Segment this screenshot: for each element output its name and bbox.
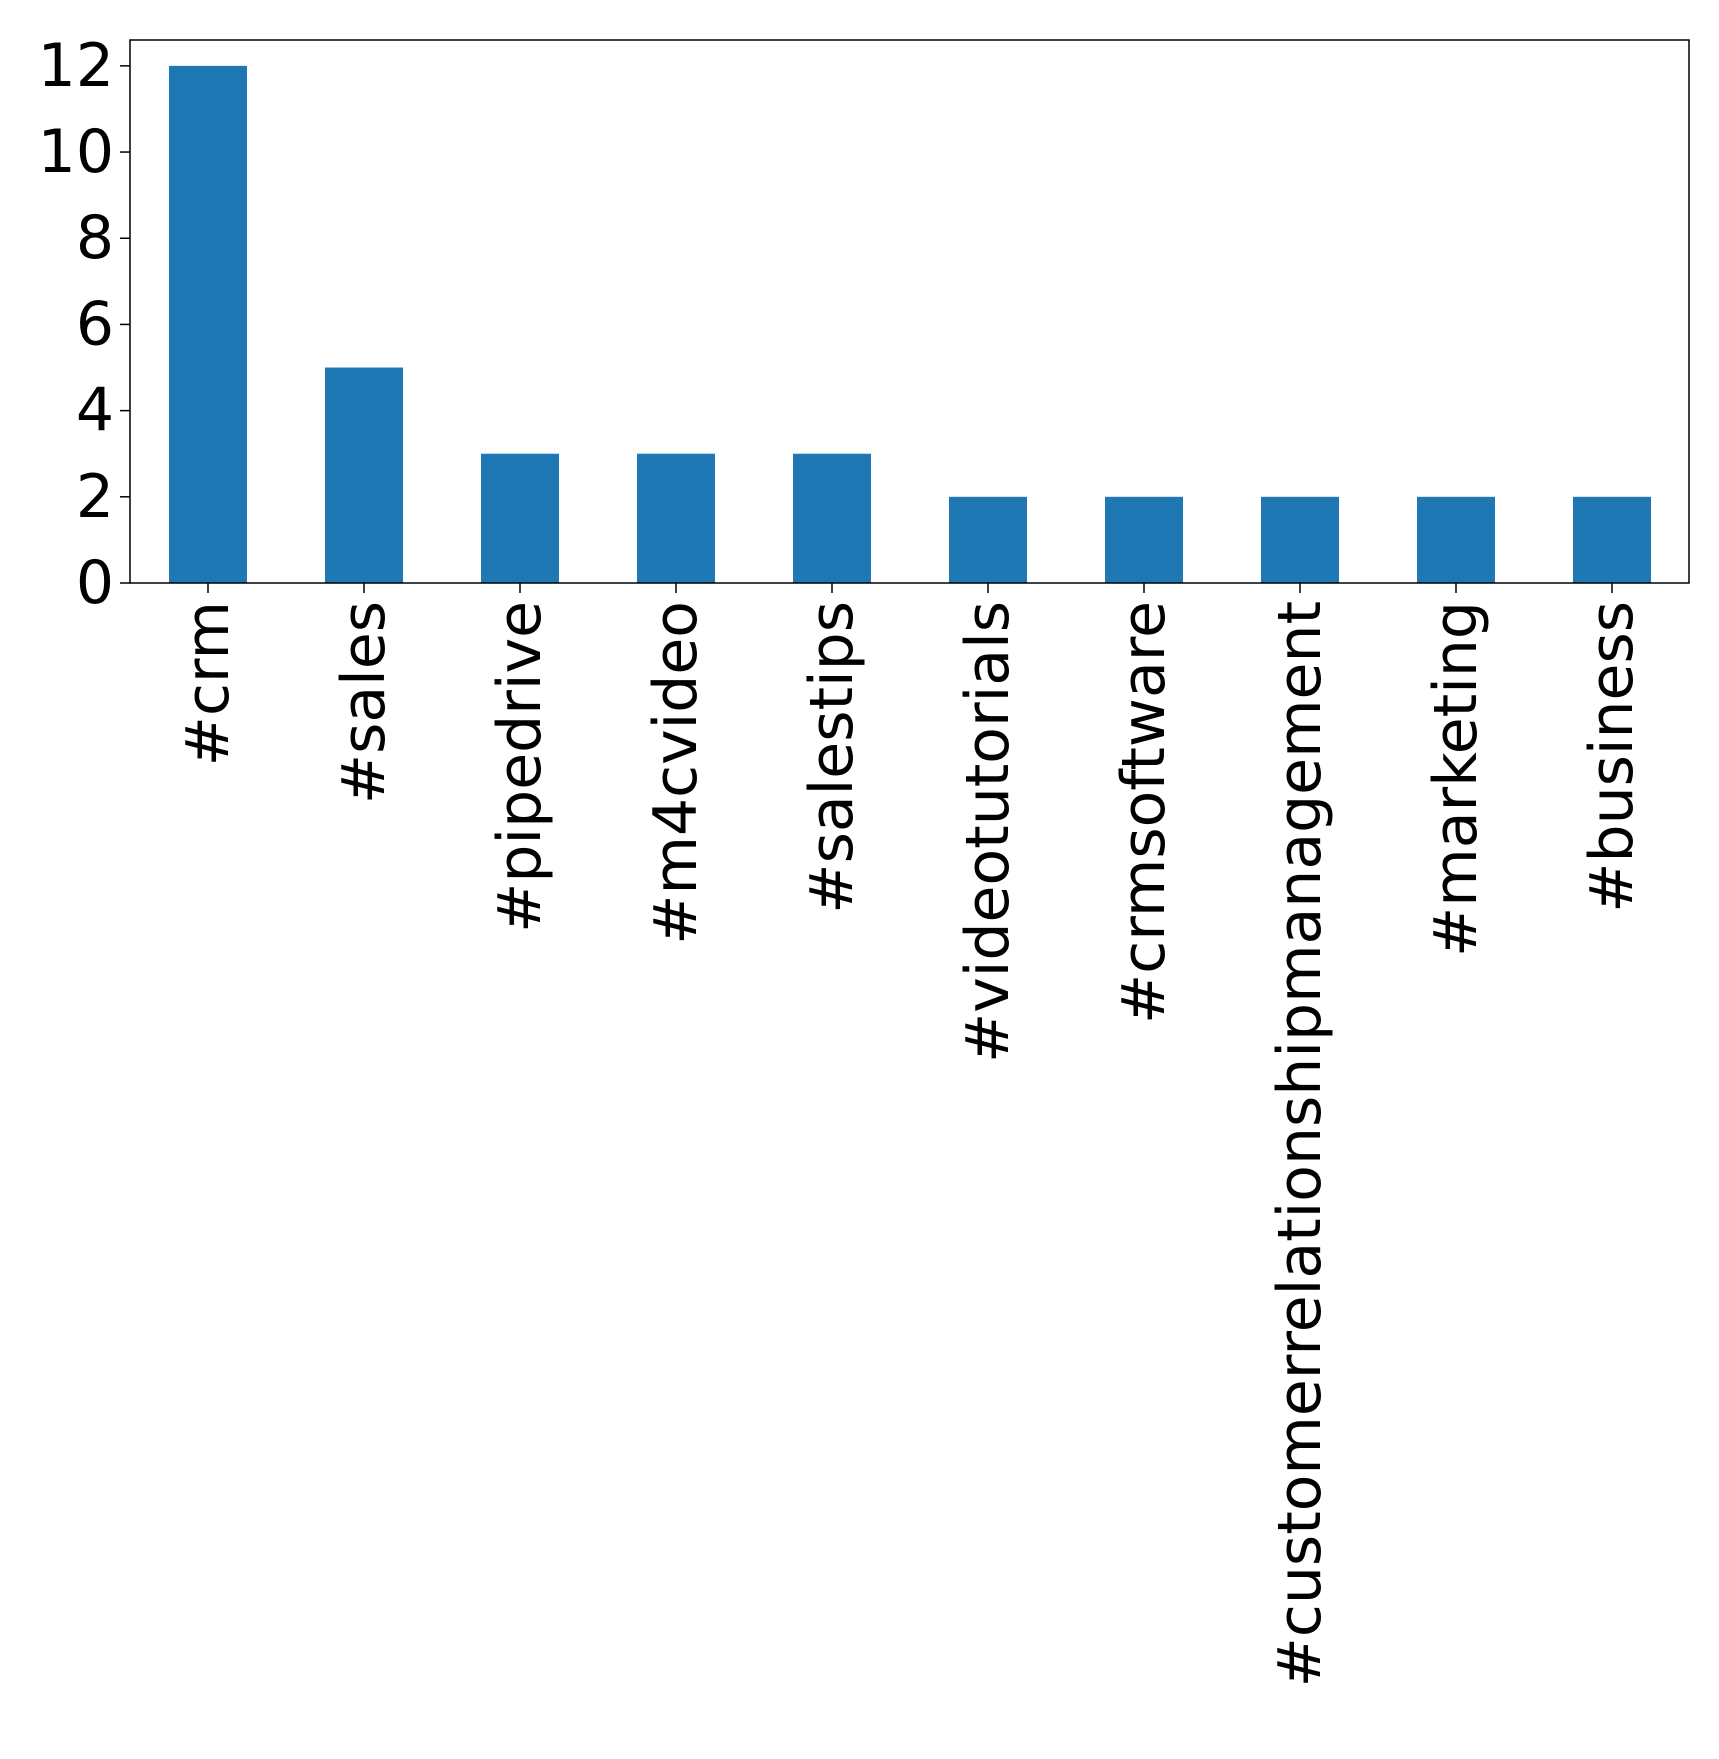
- y-tick-label: 0: [76, 548, 114, 618]
- x-tick-label: #salestips: [797, 601, 867, 914]
- bar-pipedrive: [481, 453, 559, 583]
- x-tick-label: #pipedrive: [485, 601, 555, 933]
- x-tick-label: #crm: [173, 601, 243, 766]
- bar-salestips: [793, 453, 871, 583]
- bar-business: [1573, 496, 1651, 583]
- x-tick-label: #marketing: [1421, 601, 1491, 957]
- y-axis: 0 2 4 6 8 10 12: [38, 31, 130, 618]
- x-tick-label: #videotutorials: [953, 601, 1023, 1063]
- x-tick-label: #business: [1577, 601, 1647, 913]
- bar-customerrelationshipmanagement: [1261, 496, 1339, 583]
- y-tick-label: 6: [76, 289, 114, 359]
- plot-frame: [129, 39, 1690, 584]
- bar-crm: [169, 65, 247, 584]
- bar-m4cvideo: [637, 453, 715, 583]
- bar-videotutorials: [949, 496, 1027, 583]
- y-tick-label: 8: [76, 203, 114, 273]
- y-tick-label: 10: [38, 117, 114, 187]
- x-tick-label: #m4cvideo: [641, 601, 711, 945]
- bar-crmsoftware: [1105, 496, 1183, 583]
- y-tick-label: 12: [38, 31, 114, 101]
- y-tick-label: 2: [76, 462, 114, 532]
- x-tick-label: #customerrelationshipmanagement: [1265, 601, 1335, 1687]
- bar-marketing: [1417, 496, 1495, 583]
- x-tick-label: #crmsoftware: [1109, 601, 1179, 1024]
- x-axis: #crm #sales #pipedrive #m4cvideo #salestips #…: [173, 583, 1647, 1687]
- y-tick-label: 4: [76, 376, 114, 446]
- x-tick-label: #sales: [329, 601, 399, 804]
- bar-sales: [325, 367, 403, 583]
- bars-group: [169, 65, 1651, 584]
